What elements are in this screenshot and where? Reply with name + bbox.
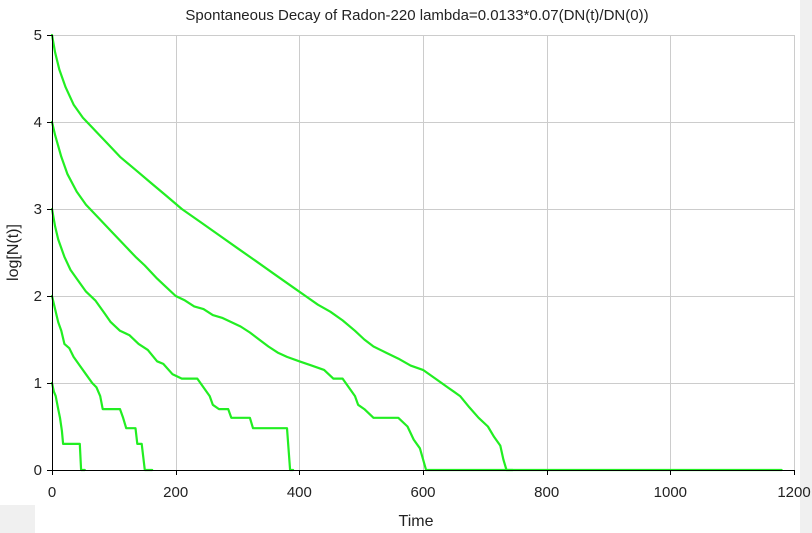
x-tick-labels: 0 200 400 600 800 1000 1200 <box>48 484 811 501</box>
y-axis-title: log[N(t)] <box>5 224 22 281</box>
plot-area <box>0 0 800 505</box>
series-line-1 <box>50 381 86 472</box>
y-tick-label: 3 <box>34 201 42 218</box>
series-line-3 <box>50 207 295 472</box>
series-line-2 <box>50 294 154 472</box>
x-tick-label: 0 <box>48 484 56 501</box>
x-tick-label: 600 <box>410 484 435 501</box>
y-tick-label: 1 <box>34 375 42 392</box>
series-line-4 <box>50 120 783 472</box>
y-tick-label: 0 <box>34 462 42 479</box>
chart-title: Spontaneous Decay of Radon-220 lambda=0.… <box>185 7 648 24</box>
y-tick-labels: 0 1 2 3 4 5 <box>34 27 42 479</box>
y-tick-label: 2 <box>34 288 42 305</box>
x-title-panel <box>35 505 800 533</box>
axes <box>47 35 795 475</box>
y-tick-label: 5 <box>34 27 42 44</box>
x-axis-title: Time <box>399 513 434 530</box>
y-tick-label: 4 <box>34 114 42 131</box>
series-line-5 <box>50 33 514 472</box>
series-group <box>50 33 783 472</box>
x-tick-label: 1000 <box>654 484 687 501</box>
x-tick-label: 1200 <box>777 484 810 501</box>
x-tick-label: 800 <box>534 484 559 501</box>
x-tick-label: 400 <box>287 484 312 501</box>
x-tick-label: 200 <box>163 484 188 501</box>
